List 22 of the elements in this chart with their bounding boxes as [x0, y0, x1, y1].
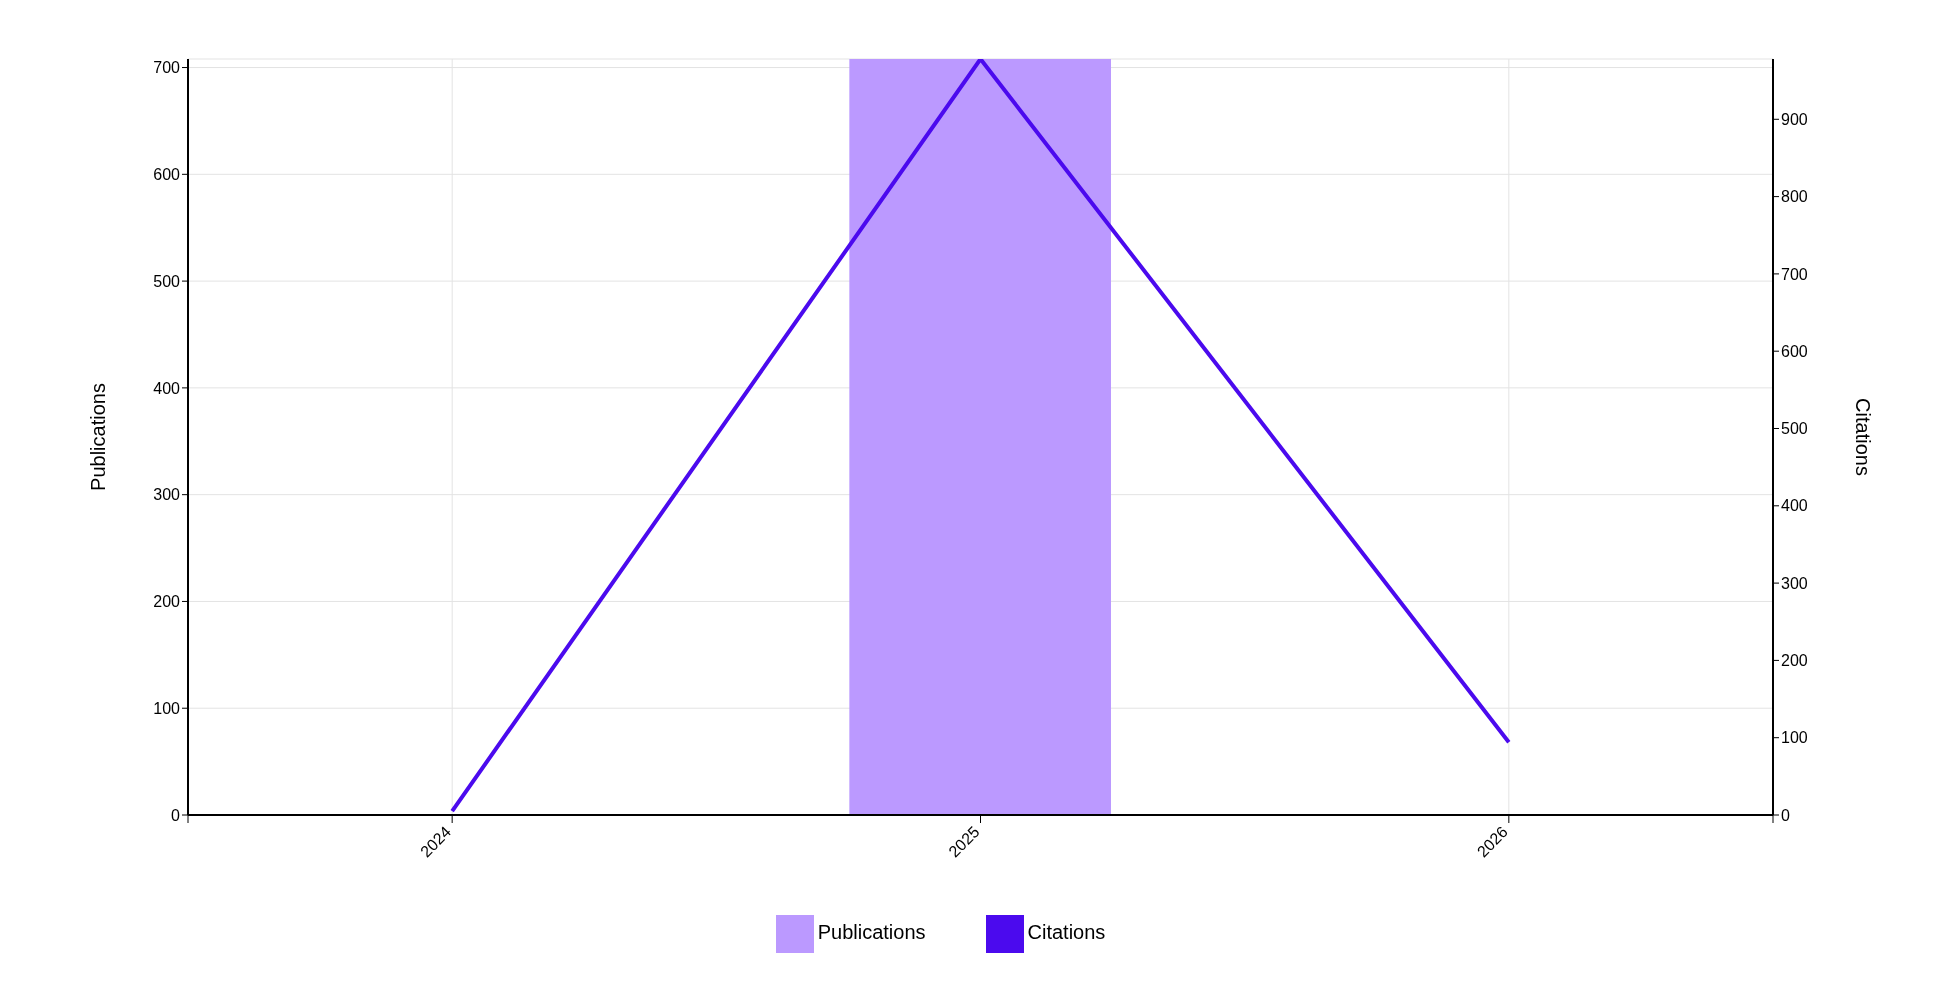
y2-tick-label: 700	[1781, 265, 1808, 283]
y-tick-label: 300	[153, 486, 181, 504]
y-tick-label: 500	[153, 272, 181, 290]
y2-tick-label: 200	[1781, 652, 1808, 670]
y-tick-label: 600	[153, 166, 181, 183]
y2-tick-label: 800	[1781, 188, 1808, 206]
y-tick-label: 0	[171, 806, 181, 824]
y-axis-title: Publications	[87, 383, 110, 491]
y2-tick-label: 400	[1781, 497, 1808, 515]
y2-tick-label: 300	[1781, 574, 1808, 592]
y2-tick-label: 900	[1781, 110, 1808, 128]
y2-tick-label: 0	[1781, 806, 1790, 824]
y2-tick-label: 600	[1781, 342, 1808, 360]
y-tick-label: 700	[153, 59, 181, 77]
y-tick-label: 100	[153, 699, 181, 717]
y-tick-label: 200	[153, 593, 181, 611]
y-tick-label: 400	[153, 379, 181, 397]
legend-label: Publications	[817, 921, 926, 944]
y2-axis-title: Citations	[1851, 398, 1874, 476]
y2-tick-label: 100	[1781, 729, 1808, 747]
y2-tick-label: 500	[1781, 420, 1808, 438]
legend-label: Citations	[1027, 921, 1106, 944]
